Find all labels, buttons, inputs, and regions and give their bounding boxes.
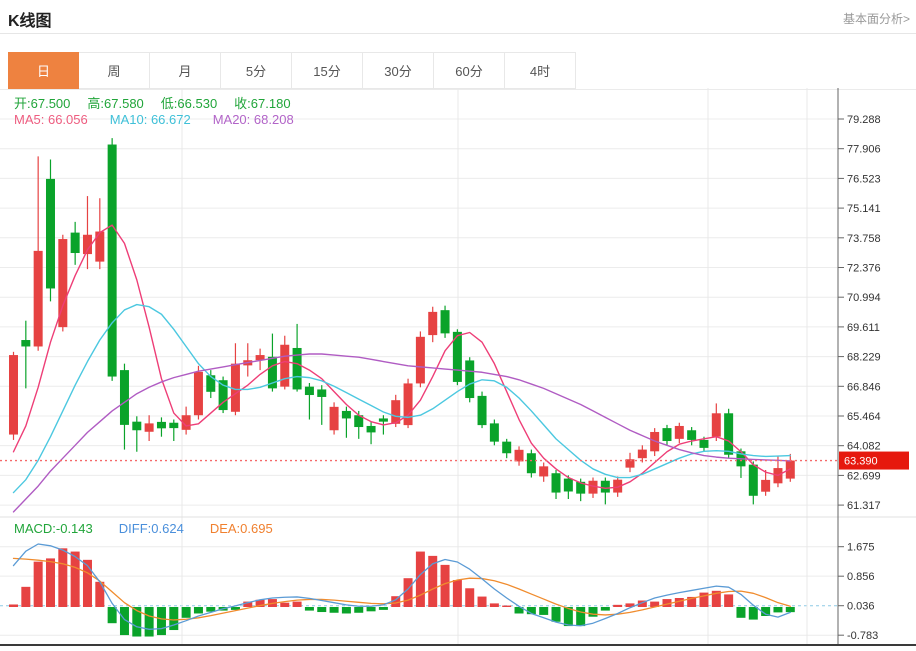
svg-text:73.758: 73.758	[847, 233, 881, 245]
macd-readout: MACD:-0.143	[14, 521, 93, 536]
title-divider	[0, 33, 916, 34]
fundamental-analysis-link[interactable]: 基本面分析>	[842, 12, 910, 26]
svg-text:66.846: 66.846	[847, 381, 881, 393]
svg-text:72.376: 72.376	[847, 262, 881, 274]
svg-text:79.288: 79.288	[847, 114, 881, 126]
ohlc-low: 低:66.530	[160, 96, 218, 111]
page-title: K线图	[8, 13, 52, 30]
dea-readout: DEA:0.695	[209, 521, 273, 536]
tab-周[interactable]: 周	[79, 52, 150, 89]
ma10-readout: MA10: 66.672	[109, 112, 191, 127]
last-price-badge: 63.390	[844, 456, 878, 468]
tab-月[interactable]: 月	[150, 52, 221, 89]
tab-4时[interactable]: 4时	[505, 52, 576, 89]
svg-text:68.229: 68.229	[847, 352, 881, 364]
ohlc-close: 收:67.180	[234, 96, 291, 111]
ma20-readout: MA20: 68.208	[212, 112, 294, 127]
macd-legend: MACD:-0.143 DIFF:0.624 DEA:0.695	[14, 521, 273, 536]
kline-chart-svg[interactable]: 79.288 77.906 76.523 75.141 73.758 72.376 70.9…	[0, 88, 916, 651]
svg-text:76.523: 76.523	[847, 173, 881, 185]
svg-text:69.611: 69.611	[847, 322, 880, 334]
svg-text:61.317: 61.317	[847, 500, 881, 512]
svg-text:0.856: 0.856	[847, 571, 875, 583]
tab-15分[interactable]: 15分	[292, 52, 363, 89]
svg-text:65.464: 65.464	[847, 411, 881, 423]
ma-legend: MA5: 66.056 MA10: 66.672 MA20: 68.208	[14, 112, 294, 127]
svg-text:77.906: 77.906	[847, 144, 881, 156]
tab-60分[interactable]: 60分	[434, 52, 505, 89]
tab-5分[interactable]: 5分	[221, 52, 292, 89]
ohlc-open: 开:67.500	[14, 96, 71, 111]
svg-text:75.141: 75.141	[847, 203, 881, 215]
tab-30分[interactable]: 30分	[363, 52, 434, 89]
chart-area[interactable]: 79.288 77.906 76.523 75.141 73.758 72.376 70.9…	[0, 88, 916, 651]
timeframe-tabs: 日周月 5分 15分 30分 60分 4时	[8, 52, 576, 89]
ohlc-high: 高:67.580	[87, 96, 144, 111]
diff-readout: DIFF:0.624	[118, 521, 184, 536]
svg-text:64.082: 64.082	[847, 441, 881, 453]
svg-text:-0.783: -0.783	[847, 630, 878, 642]
svg-text:62.699: 62.699	[847, 470, 881, 482]
svg-text:0.036: 0.036	[847, 601, 875, 613]
svg-text:1.675: 1.675	[847, 542, 875, 554]
ma5-readout: MA5: 66.056	[14, 112, 88, 127]
tab-日[interactable]: 日	[8, 52, 79, 89]
ohlc-readout: 开:67.500 高:67.580 低:66.530 收:67.180	[14, 93, 291, 112]
svg-text:70.994: 70.994	[847, 292, 881, 304]
